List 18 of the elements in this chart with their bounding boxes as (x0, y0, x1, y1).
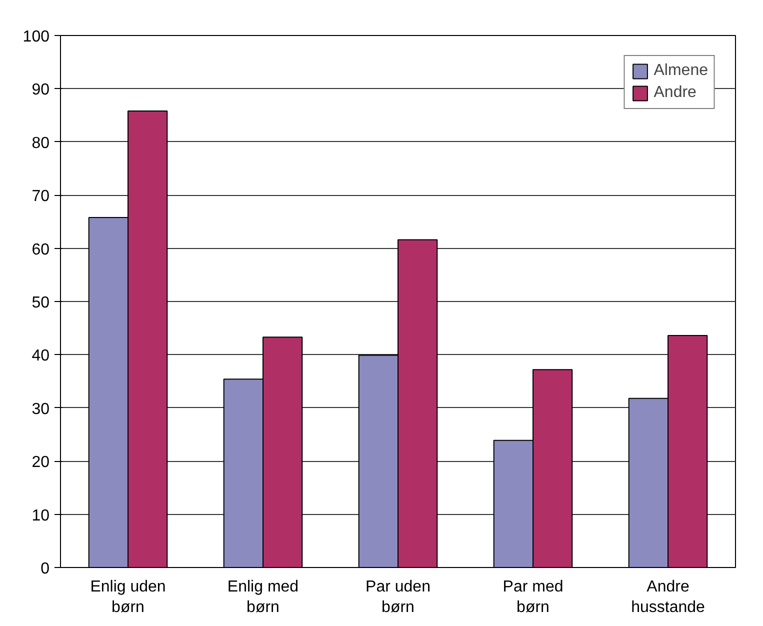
legend-label: Almene (654, 62, 708, 80)
y-tick-label: 20 (32, 454, 50, 472)
y-tick-label: 70 (32, 188, 50, 206)
y-tick-label: 100 (22, 28, 50, 46)
x-tick-label: Enlig med børn (227, 578, 299, 616)
y-tick-label: 0 (40, 560, 50, 578)
y-tick-label: 50 (32, 294, 50, 312)
y-tick-label: 60 (32, 241, 50, 258)
legend-label: Andre (654, 84, 696, 102)
y-tick-label: 40 (32, 348, 50, 365)
y-tick-label: 90 (32, 82, 50, 99)
x-tick-label: Par med børn (502, 578, 564, 616)
x-tick-label: Enlig uden børn (90, 578, 166, 616)
y-tick-label: 30 (32, 400, 50, 418)
x-tick-label: Par uden børn (366, 578, 430, 616)
x-tick-label: Andre husstande (631, 578, 706, 616)
y-tick-label: 10 (32, 507, 50, 524)
y-tick-label: 80 (32, 134, 50, 152)
